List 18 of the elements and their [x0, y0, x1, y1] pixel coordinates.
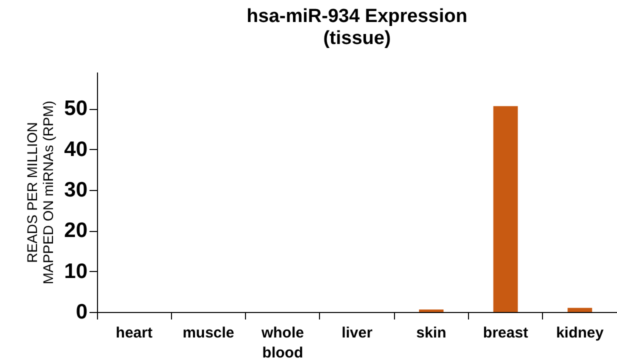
x-tick-label: liver — [342, 324, 373, 342]
y-tick-label: 20 — [64, 219, 88, 242]
x-tick-label: skin — [416, 324, 446, 342]
x-tick-label: kidney — [556, 324, 604, 342]
x-tick-label: muscle — [182, 324, 234, 342]
y-tick-label: 40 — [64, 138, 88, 161]
bar — [493, 106, 518, 312]
y-tick-label: 50 — [64, 97, 88, 120]
y-tick-label: 30 — [64, 178, 88, 202]
y-tick-label: 10 — [64, 260, 88, 283]
chart-subtitle: (tissue) — [323, 28, 391, 49]
chart-title: hsa-miR-934 Expression — [246, 6, 468, 27]
y-tick-label: 0 — [76, 300, 88, 324]
x-tick-label: whole blood — [260, 324, 304, 359]
y-axis-title: READS PER MILLION MAPPED ON miRNAs (RPM) — [24, 100, 56, 284]
x-tick-label: heart — [116, 324, 152, 342]
bar — [568, 308, 592, 312]
x-tick-label: breast — [483, 324, 528, 342]
